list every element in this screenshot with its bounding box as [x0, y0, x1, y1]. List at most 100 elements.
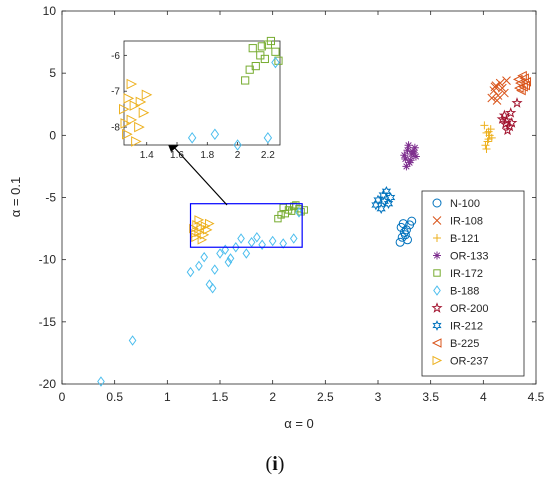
data-point — [253, 232, 261, 243]
legend-marker — [433, 251, 441, 260]
data-point — [379, 195, 390, 207]
data-point — [511, 97, 523, 108]
inset-data-point — [134, 121, 145, 133]
data-point — [402, 162, 411, 171]
data-point — [221, 244, 230, 255]
data-point — [398, 219, 408, 229]
legend-label: OR-200 — [450, 303, 489, 315]
legend-marker — [433, 234, 441, 242]
y-tick-label: -20 — [39, 377, 57, 391]
inset-x-tick-label: 1.8 — [200, 150, 214, 161]
data-point — [202, 225, 213, 235]
legend-marker — [431, 338, 442, 348]
y-tick-label: -5 — [45, 191, 56, 205]
data-point — [482, 145, 491, 154]
data-point — [289, 233, 298, 244]
inset-data-point — [126, 78, 138, 90]
caption-close-paren: ) — [278, 453, 285, 475]
data-point — [407, 149, 416, 158]
inset-data-point — [271, 47, 280, 56]
inset-x-tick-label: 1.6 — [170, 150, 184, 161]
legend-label: N-100 — [450, 198, 480, 210]
data-point — [506, 117, 518, 128]
data-point — [381, 185, 392, 197]
data-point — [411, 152, 420, 161]
data-point — [500, 88, 509, 98]
x-tick-label: 1 — [164, 390, 171, 404]
inset-x-tick-label: 1.4 — [140, 150, 154, 161]
data-point — [492, 96, 502, 105]
inset-x-tick-label: 2 — [235, 150, 241, 161]
x-tick-label: 3.5 — [422, 390, 439, 404]
inset-data-point — [120, 118, 132, 129]
x-tick-label: 4.5 — [528, 390, 545, 404]
inset-data-points — [119, 36, 283, 151]
y-axis-ticks: 10 5 0 -5 -10 -15 -20 — [39, 4, 536, 391]
data-point — [502, 124, 514, 136]
inset-axes: 1.4 1.6 1.8 2 2.2 -6 -7 -8 — [111, 36, 283, 161]
data-point — [297, 208, 305, 216]
legend-label: B-121 — [450, 233, 479, 245]
data-point — [200, 251, 209, 263]
inset-data-point — [141, 89, 153, 101]
data-point — [400, 230, 410, 240]
data-point — [519, 73, 529, 83]
data-point — [404, 141, 413, 150]
data-point — [499, 118, 511, 129]
inset-data-point — [271, 56, 280, 69]
data-point — [226, 253, 235, 264]
data-point — [237, 233, 245, 244]
data-point — [386, 192, 396, 203]
data-point — [371, 199, 381, 211]
data-point — [279, 238, 288, 249]
data-point — [195, 260, 203, 272]
data-point — [295, 207, 303, 218]
inset-data-point — [241, 76, 250, 85]
y-tick-label: 0 — [49, 128, 56, 142]
data-point — [194, 215, 205, 225]
legend-label: OR-133 — [450, 251, 489, 263]
inset-data-point — [138, 107, 150, 119]
data-point — [502, 76, 511, 85]
data-point — [517, 70, 527, 81]
data-point — [373, 194, 383, 206]
inset-data-point — [135, 96, 147, 108]
data-point — [405, 158, 414, 167]
data-point — [204, 218, 215, 229]
legend-marker — [433, 285, 441, 296]
y-tick-label: -15 — [39, 315, 57, 329]
x-tick-label: 0 — [59, 390, 66, 404]
data-point — [496, 113, 508, 124]
figure-caption: (i) — [266, 453, 285, 475]
legend-marker — [432, 320, 442, 331]
inset-data-point — [260, 54, 269, 64]
data-point — [516, 85, 526, 96]
x-axis-ticks: 0 0.5 1 1.5 2 2.5 3 3.5 4 4.5 — [59, 11, 545, 404]
inset-data-point — [210, 128, 220, 141]
inset-data-point — [266, 36, 276, 46]
inset-data-point — [126, 114, 138, 126]
legend-label: B-188 — [450, 286, 479, 298]
data-point — [495, 78, 505, 88]
legend-marker — [432, 198, 442, 208]
inset-data-point — [233, 139, 242, 151]
caption-letter: i — [272, 453, 278, 475]
inset-data-point — [263, 132, 273, 144]
inset-data-point — [119, 103, 130, 115]
x-tick-label: 4 — [480, 390, 487, 404]
inset-y-tick-label: -7 — [111, 87, 120, 98]
y-axis-label: α = 0.1 — [8, 177, 23, 217]
data-point — [216, 248, 224, 259]
data-point — [407, 216, 417, 226]
data-point — [410, 143, 419, 152]
legend-marker — [432, 216, 442, 225]
data-point — [397, 232, 407, 242]
data-point — [505, 107, 517, 118]
caption-open-paren: ( — [266, 453, 273, 475]
data-point — [406, 156, 415, 165]
data-point — [290, 202, 298, 210]
data-point — [498, 109, 511, 121]
data-point — [210, 264, 219, 275]
legend-label: IR-212 — [450, 321, 483, 333]
data-point — [128, 335, 137, 346]
